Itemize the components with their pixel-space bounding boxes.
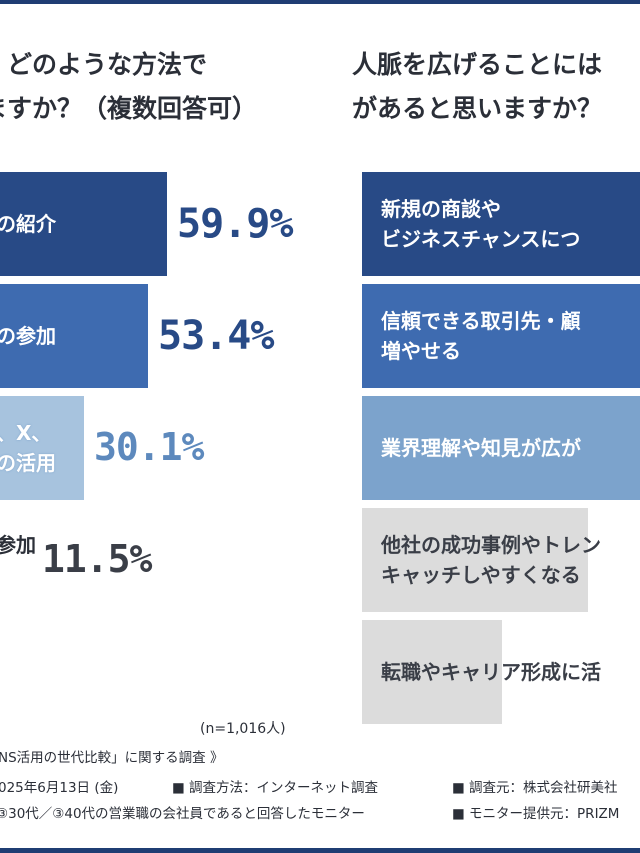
- survey-date: 025年6月13日 (金): [0, 780, 119, 796]
- right-bar-label-1: 新規の商談や ビジネスチャンスにつ: [381, 197, 581, 251]
- left-bar-value-4: 11.5%: [42, 537, 152, 582]
- left-bar-2: [0, 284, 148, 388]
- sample-size-note: (n=1,016人): [200, 721, 286, 737]
- left-bar-1: [0, 172, 167, 276]
- left-bar-label-2: の参加: [0, 324, 56, 348]
- survey-method: ■ 調査方法：インターネット調査: [172, 780, 379, 796]
- left-bar-value-1: 59.9%: [177, 201, 293, 247]
- left-bar-label-1: の紹介: [0, 212, 56, 236]
- right-bar-3: [362, 396, 640, 500]
- monitor-provider: ■ モニター提供元：PRIZM: [452, 806, 620, 822]
- right-bar-label-4: 他社の成功事例やトレン キャッチしやすくなる: [381, 533, 601, 587]
- right-bar-4: [362, 508, 588, 612]
- left-title-line-1: 、どのような方法で: [0, 50, 208, 79]
- right-bar-5: [362, 620, 502, 724]
- left-bar-value-3: 30.1%: [94, 425, 204, 470]
- right-title-line-2: があると思いますか？: [352, 94, 603, 123]
- right-bar-label-3: 業界理解や知見が広が: [381, 436, 581, 460]
- right-question-title: 人脈を広げることには があると思いますか？: [352, 43, 602, 131]
- left-title-line-2: ますか？（複数回答可）: [0, 94, 258, 123]
- right-bar-label-2: 信頼できる取引先・顧 増やせる: [381, 309, 581, 363]
- left-question-title: 、どのような方法で ますか？（複数回答可）: [0, 43, 257, 131]
- survey-source: ■ 調査元：株式会社研美社: [452, 780, 618, 796]
- left-bar-label-4: 参加: [0, 533, 36, 557]
- right-title-line-1: 人脈を広げることには: [352, 50, 603, 79]
- right-bar-label-5: 転職やキャリア形成に活: [381, 660, 601, 684]
- top-frame-border: [0, 0, 640, 4]
- right-bar-2: [362, 284, 640, 388]
- survey-target: ③30代／③40代の営業職の会社員であると回答したモニター: [0, 806, 365, 822]
- survey-title-line: NS活用の世代比較」に関する調査 》: [0, 750, 224, 766]
- right-bar-1: [362, 172, 640, 276]
- left-bar-value-2: 53.4%: [158, 313, 274, 359]
- left-bar-label-3: 、X、 の活用: [0, 421, 56, 475]
- left-bar-3: [0, 396, 84, 500]
- bottom-frame-border: [0, 848, 640, 853]
- left-bar-4: [0, 508, 32, 612]
